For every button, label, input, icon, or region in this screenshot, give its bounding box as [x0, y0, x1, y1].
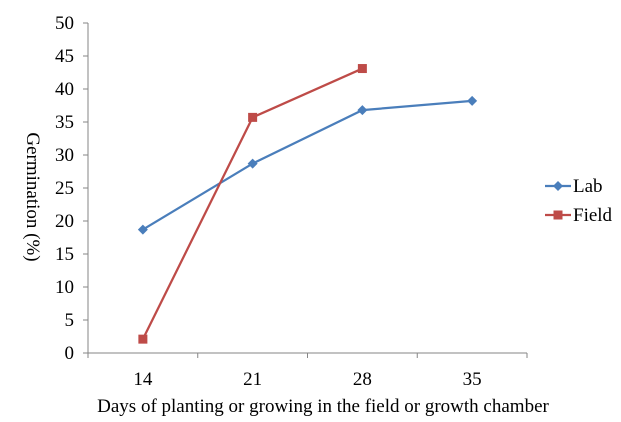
y-tick-label: 20	[55, 211, 74, 232]
x-tick-label: 14	[133, 369, 153, 390]
y-ticks: 0 5 10 15 20 25 30 35 40 45 50	[55, 13, 88, 364]
x-axis-label: Days of planting or growing in the field…	[97, 396, 549, 417]
series-lab-line	[142, 99, 473, 231]
y-tick-label: 5	[65, 310, 75, 331]
legend-field-marker	[553, 210, 563, 220]
x-ticks: 14 21 28 35	[87, 353, 528, 390]
series-field-point	[248, 112, 258, 122]
y-tick-label: 15	[55, 244, 74, 265]
legend-item-lab: Lab	[545, 176, 603, 197]
series-lab-point	[247, 158, 258, 169]
x-tick-label: 28	[353, 369, 372, 390]
y-tick-label: 45	[55, 46, 74, 67]
y-tick-label: 0	[65, 343, 75, 364]
series-field-point	[138, 334, 148, 344]
series-field-line	[141, 67, 363, 340]
y-tick-label: 30	[55, 145, 74, 166]
x-tick-label: 35	[463, 369, 482, 390]
series-field-point	[357, 64, 367, 74]
series-lab-point	[357, 105, 368, 116]
legend-item-field: Field	[545, 205, 613, 226]
y-tick-label: 25	[55, 178, 74, 199]
x-tick-label: 21	[243, 369, 262, 390]
y-tick-label: 10	[55, 277, 74, 298]
series-group	[137, 64, 478, 344]
legend-field-label: Field	[573, 205, 613, 226]
legend: Lab Field	[545, 176, 613, 226]
axes-group: 0 5 10 15 20 25 30 35 40 45 50 14 21 28 35	[55, 13, 528, 390]
y-tick-label: 35	[55, 112, 74, 133]
series-field	[138, 64, 367, 344]
series-lab-point	[467, 95, 478, 106]
series-lab-point	[137, 224, 148, 235]
y-tick-label: 40	[55, 79, 74, 100]
y-tick-label: 50	[55, 13, 74, 34]
legend-lab-marker	[553, 181, 563, 191]
y-axis-label: Germination (%)	[22, 132, 43, 261]
series-lab	[137, 95, 478, 235]
legend-lab-label: Lab	[573, 176, 603, 197]
